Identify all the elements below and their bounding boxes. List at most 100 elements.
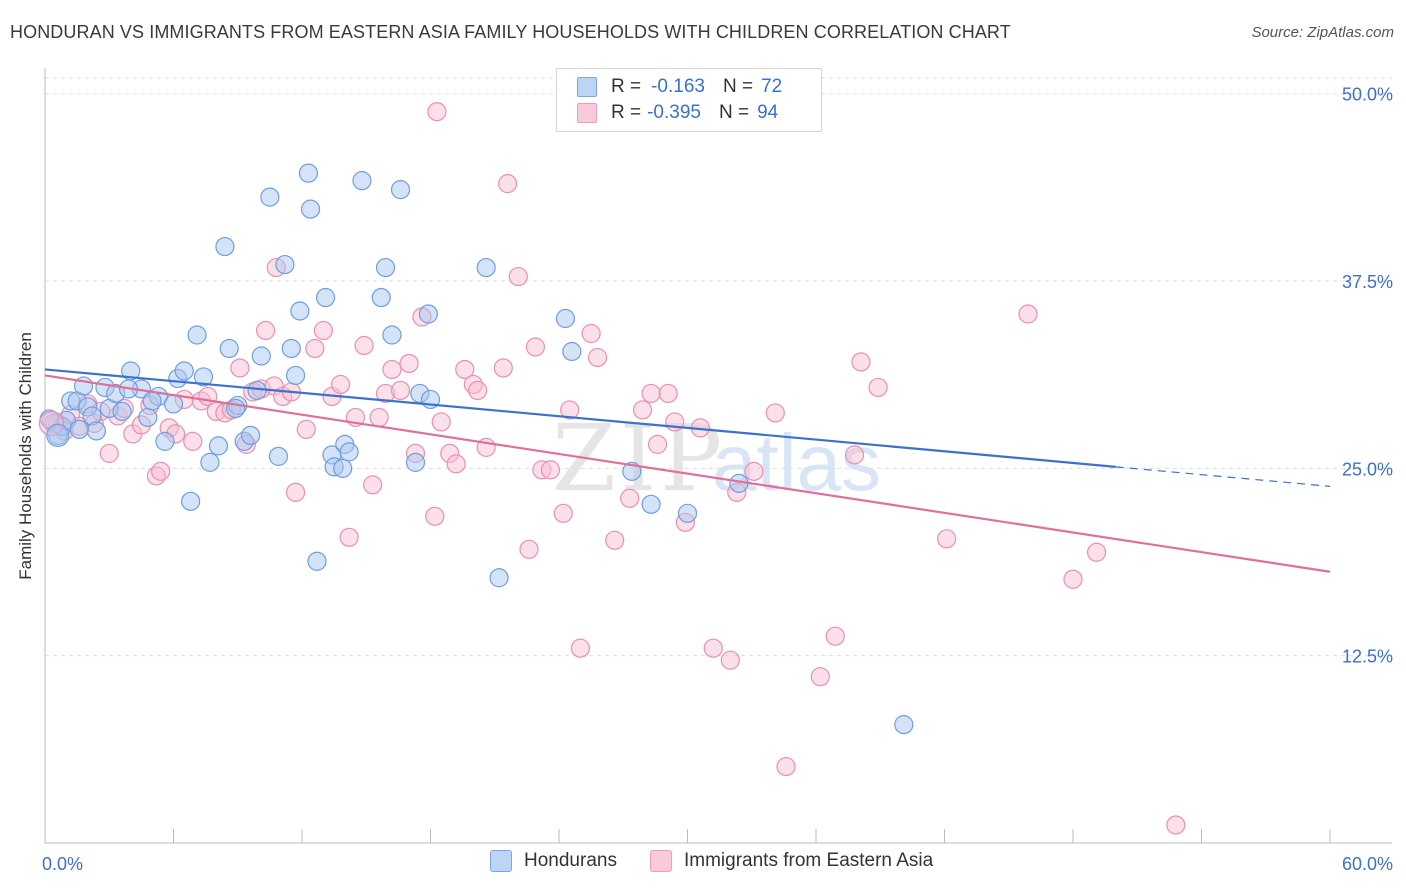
eastern-asia-point xyxy=(330,374,351,395)
x-tick-label: 0.0% xyxy=(42,854,83,874)
correlation-legend: R = -0.163 N = 72 R = -0.395 N = 94 xyxy=(556,68,822,132)
y-tick-label: 12.5% xyxy=(1342,647,1393,667)
eastern-asia-point xyxy=(525,337,546,357)
eastern-asia-point xyxy=(720,650,740,670)
eastern-asia-point xyxy=(540,460,561,480)
hondurans-trend-line xyxy=(44,368,1116,468)
honduran-point xyxy=(290,301,310,321)
honduran-point xyxy=(200,452,220,472)
legend-label-eastern-asia: Immigrants from Eastern Asia xyxy=(684,850,934,871)
eastern-asia-point xyxy=(844,445,865,465)
eastern-asia-point xyxy=(851,352,871,372)
eastern-asia-point xyxy=(427,102,447,122)
honduran-point xyxy=(677,503,698,523)
eastern-asia-point xyxy=(1063,569,1083,589)
honduran-point xyxy=(382,325,402,345)
honduran-point xyxy=(489,568,509,588)
eastern-asia-point xyxy=(296,419,316,440)
eastern-asia-point xyxy=(744,461,764,481)
honduran-point xyxy=(300,199,321,219)
eastern-asia-point xyxy=(776,756,796,777)
eastern-asia-point xyxy=(99,443,119,463)
n-value: 72 xyxy=(761,76,783,97)
honduran-point xyxy=(285,365,306,386)
honduran-point xyxy=(46,423,70,447)
honduran-point xyxy=(375,257,396,278)
honduran-point xyxy=(371,287,391,308)
r-label: R = xyxy=(611,102,642,123)
eastern-asia-point xyxy=(765,403,785,423)
eastern-asia-trend-line xyxy=(44,374,1331,573)
eastern-asia-point xyxy=(519,539,539,559)
eastern-asia-point xyxy=(230,358,250,378)
x-tick-label: 60.0% xyxy=(1342,854,1393,874)
honduran-point xyxy=(333,458,353,478)
eastern-asia-point xyxy=(581,323,601,344)
eastern-asia-point xyxy=(560,400,580,420)
honduran-point xyxy=(641,494,661,514)
eastern-asia-point xyxy=(508,266,528,287)
eastern-asia-point xyxy=(1086,542,1107,562)
eastern-asia-point xyxy=(632,400,653,420)
r-value: -0.395 xyxy=(647,102,701,123)
eastern-asia-point xyxy=(431,412,451,432)
honduran-point xyxy=(247,380,267,401)
eastern-asia-point xyxy=(455,359,475,380)
r-value: -0.163 xyxy=(651,76,705,97)
n-value: 94 xyxy=(757,102,779,123)
honduran-point xyxy=(181,491,201,511)
legend-row-eastern-asia: R = -0.395 N = 94 xyxy=(577,101,778,125)
series-legend: Hondurans Immigrants from Eastern Asia xyxy=(0,850,1406,878)
eastern-asia-point xyxy=(390,380,411,401)
eastern-asia-point xyxy=(305,338,325,359)
eastern-asia-point xyxy=(868,377,888,398)
honduran-point xyxy=(555,308,576,329)
n-label: N = xyxy=(718,102,750,123)
honduran-point xyxy=(476,257,496,278)
eastern-asia-point xyxy=(553,503,573,523)
eastern-asia-point xyxy=(825,626,845,646)
eastern-asia-point xyxy=(605,530,625,550)
honduran-point xyxy=(251,346,271,366)
eastern-asia-point xyxy=(498,174,518,194)
honduran-point xyxy=(298,163,319,183)
honduran-point xyxy=(86,421,107,441)
eastern-asia-point xyxy=(647,434,668,454)
honduran-point xyxy=(187,325,207,345)
honduran-point xyxy=(163,394,184,414)
eastern-asia-point xyxy=(493,358,513,378)
honduran-point xyxy=(112,401,132,422)
y-tick-label: 37.5% xyxy=(1342,272,1393,292)
legend-item-hondurans: Hondurans xyxy=(490,850,617,872)
eastern-asia-point xyxy=(425,506,445,526)
eastern-asia-point xyxy=(587,347,608,368)
legend-row-hondurans: R = -0.163 N = 72 xyxy=(577,75,782,99)
eastern-asia-point xyxy=(1018,304,1038,324)
eastern-asia-point xyxy=(183,431,203,451)
r-label: R = xyxy=(611,76,642,97)
eastern-asia-point xyxy=(399,353,419,374)
eastern-asia-point xyxy=(570,638,591,658)
chart-title: HONDURAN VS IMMIGRANTS FROM EASTERN ASIA… xyxy=(10,22,1011,42)
legend-label-hondurans: Hondurans xyxy=(524,850,617,871)
eastern-asia-point xyxy=(620,488,640,508)
honduran-point xyxy=(275,254,295,275)
eastern-asia-point xyxy=(151,461,171,481)
honduran-point xyxy=(138,407,158,428)
eastern-asia-point xyxy=(313,320,334,341)
honduran-point xyxy=(174,361,194,381)
honduran-point xyxy=(241,425,261,445)
legend-item-eastern-asia: Immigrants from Eastern Asia xyxy=(650,850,933,872)
blue-swatch xyxy=(577,77,597,97)
honduran-point xyxy=(226,398,246,419)
eastern-asia-point xyxy=(703,638,723,658)
honduran-point xyxy=(260,187,280,207)
honduran-point xyxy=(352,171,372,191)
honduran-point xyxy=(155,431,175,451)
eastern-asia-point xyxy=(255,320,276,341)
honduran-point xyxy=(215,236,235,257)
eastern-asia-point xyxy=(658,383,678,404)
honduran-point xyxy=(405,452,426,472)
eastern-asia-point xyxy=(468,380,488,401)
